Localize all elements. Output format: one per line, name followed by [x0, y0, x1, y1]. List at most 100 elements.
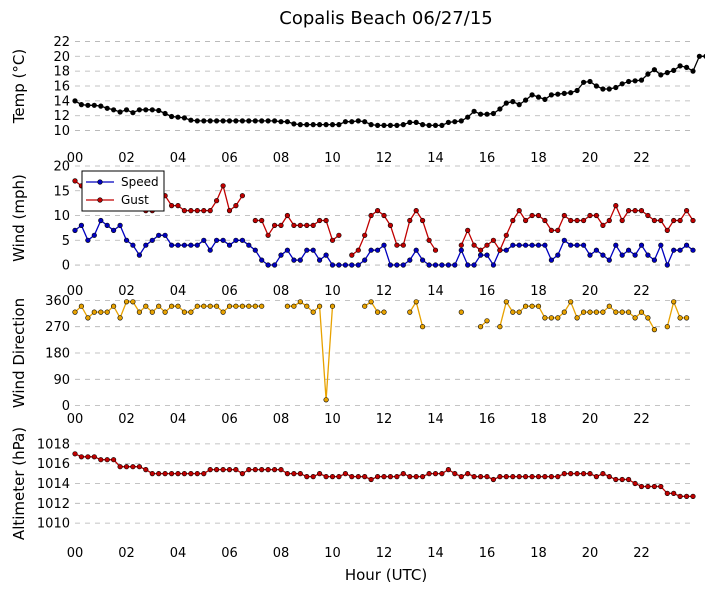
data-point: [375, 247, 381, 253]
x-tick-label: 10: [324, 546, 341, 561]
data-point: [355, 247, 361, 253]
data-point: [555, 474, 561, 480]
data-point: [516, 101, 522, 108]
data-point: [548, 92, 555, 98]
data-point: [458, 247, 464, 253]
data-point: [510, 217, 516, 224]
data-point: [387, 262, 394, 268]
data-point: [413, 474, 419, 480]
y-tick-label: 16: [53, 80, 70, 95]
data-point: [568, 299, 574, 305]
x-tick-label: 18: [530, 284, 547, 299]
x-tick-label: 08: [273, 412, 290, 427]
data-point: [471, 262, 477, 268]
data-point: [613, 84, 619, 91]
data-point: [690, 217, 696, 224]
data-point: [555, 227, 561, 233]
data-point: [503, 232, 509, 238]
data-point: [188, 117, 194, 123]
data-point: [490, 110, 497, 117]
data-point: [375, 309, 381, 315]
y-tick-label: 18: [53, 65, 70, 80]
data-point: [123, 464, 130, 470]
data-point: [510, 242, 516, 248]
data-point: [593, 474, 600, 480]
data-point: [291, 257, 297, 263]
data-point: [625, 208, 632, 214]
data-point: [690, 247, 696, 253]
data-point: [593, 309, 600, 315]
data-point: [181, 309, 187, 315]
y-tick-label: 360: [45, 294, 70, 309]
x-tick-label: 04: [170, 546, 187, 561]
x-tick-label: 04: [170, 151, 187, 166]
data-point: [362, 257, 368, 263]
data-point: [465, 227, 471, 233]
data-point: [117, 222, 123, 228]
data-point: [317, 217, 323, 224]
data-point: [503, 247, 509, 253]
data-point: [478, 324, 484, 330]
data-point: [323, 474, 329, 480]
data-point: [169, 113, 175, 120]
panel-wind: 0 5 10 15 20 00 02 04 06 08 10 12 14 16 18 20 22 Wind (mp…: [10, 160, 696, 299]
data-point: [638, 309, 645, 315]
x-tick-label: 22: [633, 284, 650, 299]
data-point: [284, 247, 291, 253]
data-point: [98, 103, 104, 109]
data-point: [548, 315, 555, 321]
data-point: [516, 242, 522, 248]
data-point: [272, 467, 278, 473]
x-tick-label: 10: [324, 284, 341, 299]
data-point: [291, 303, 297, 309]
data-point: [123, 299, 130, 305]
data-point: [535, 303, 542, 309]
data-point: [252, 217, 258, 224]
data-point: [445, 119, 452, 125]
x-tick-label: 04: [170, 412, 187, 427]
data-point: [310, 222, 316, 228]
data-point: [426, 237, 432, 243]
data-point: [284, 119, 291, 125]
data-point: [690, 68, 696, 74]
data-point: [465, 471, 471, 477]
data-point: [683, 208, 690, 214]
data-point: [85, 237, 91, 243]
data-point: [272, 118, 278, 124]
data-point: [439, 122, 445, 128]
data-point: [265, 118, 271, 124]
data-point: [72, 309, 78, 315]
data-point: [85, 102, 91, 108]
data-point: [123, 237, 130, 243]
x-tick-label: 22: [633, 546, 650, 561]
series-temp: [72, 53, 705, 128]
data-point: [568, 242, 574, 248]
x-tick-label: 20: [582, 412, 599, 427]
data-point: [252, 118, 258, 124]
x-tick-label: 12: [376, 412, 393, 427]
data-point: [542, 474, 548, 480]
data-point: [445, 467, 452, 473]
data-point: [452, 119, 458, 125]
y-axis-label: Temp (°C): [10, 49, 28, 124]
data-point: [568, 471, 574, 477]
data-point: [220, 183, 226, 189]
data-point: [600, 86, 606, 92]
data-point: [535, 474, 542, 480]
data-point: [606, 474, 612, 480]
data-point: [117, 464, 123, 470]
data-point: [458, 242, 464, 248]
series-line: [287, 301, 334, 400]
data-point: [580, 79, 587, 85]
data-point: [561, 309, 567, 315]
data-point: [181, 242, 187, 248]
data-point: [664, 324, 670, 330]
data-point: [625, 247, 632, 253]
y-axis-label: Wind Direction: [10, 298, 28, 408]
data-point: [394, 474, 400, 480]
data-point: [677, 493, 683, 500]
data-point: [613, 203, 619, 209]
data-point: [432, 471, 439, 477]
data-point: [606, 217, 612, 224]
